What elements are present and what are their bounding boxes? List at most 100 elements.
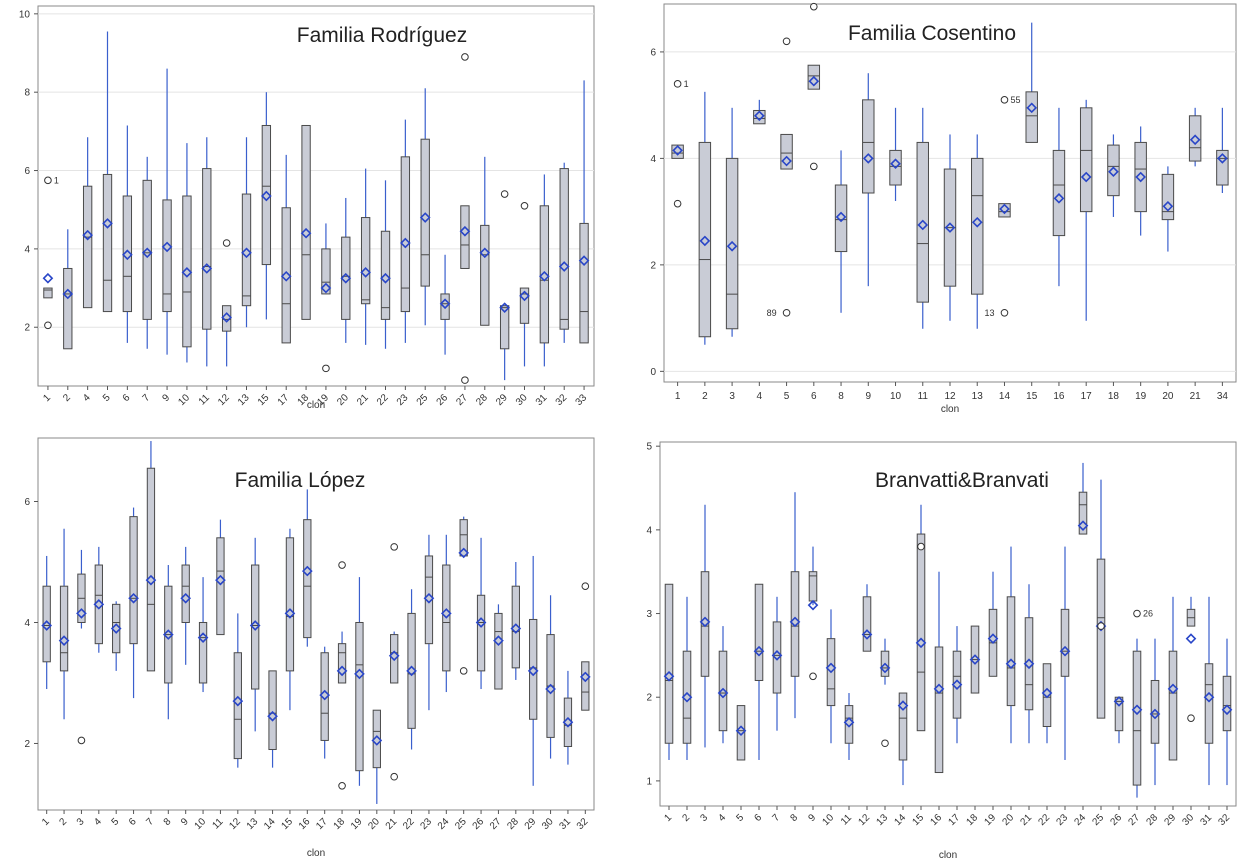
- mean-marker: [380, 272, 391, 284]
- box-10: [181, 143, 193, 363]
- mean-marker: [917, 219, 929, 231]
- x-tick-label: 30: [540, 816, 556, 832]
- x-tick-label: 11: [197, 392, 212, 407]
- box-19: [320, 223, 332, 295]
- outlier-point: [390, 543, 398, 551]
- mean-marker: [1221, 704, 1233, 716]
- x-tick-label: 5: [101, 392, 113, 404]
- mean-marker: [354, 668, 365, 680]
- mean-marker: [1026, 102, 1038, 114]
- iqr-box: [499, 305, 510, 350]
- box-10: [825, 609, 837, 744]
- box-12: [943, 134, 957, 321]
- box-13: [971, 134, 984, 329]
- mean-marker: [82, 229, 93, 241]
- iqr-box: [59, 585, 69, 672]
- box-26: [439, 254, 451, 355]
- iqr-box: [1161, 173, 1175, 221]
- iqr-box: [1168, 650, 1178, 761]
- mean-marker: [280, 270, 292, 282]
- box-20: [1005, 546, 1017, 744]
- mean-marker: [808, 75, 820, 87]
- x-tick-label: 12: [227, 816, 243, 832]
- box-6: [122, 125, 133, 343]
- y-tick-label: 2: [646, 693, 652, 704]
- box-26: [475, 537, 487, 690]
- box-26: [1113, 696, 1125, 744]
- chart-title: Familia Rodríguez: [297, 24, 467, 47]
- y-tick-label: 8: [24, 88, 30, 99]
- iqr-box: [198, 621, 208, 684]
- iqr-box: [1006, 596, 1016, 707]
- iqr-box: [407, 612, 416, 729]
- box-27: [1131, 638, 1143, 798]
- box-7: [145, 441, 157, 672]
- mean-marker: [843, 716, 855, 728]
- x-axis-label: clon: [307, 400, 325, 411]
- mean-marker: [145, 574, 157, 586]
- x-tick-label: 20: [1162, 391, 1174, 402]
- x-tick-label: 19: [1135, 391, 1147, 402]
- box-3: [699, 504, 711, 748]
- outlier-point: [581, 582, 590, 590]
- box-2: [698, 91, 712, 345]
- mean-marker: [419, 212, 431, 223]
- outlier-point: [1000, 308, 1009, 317]
- mean-marker: [261, 190, 272, 202]
- iqr-box: [380, 230, 391, 320]
- x-tick-label: 16: [928, 812, 944, 828]
- iqr-box: [63, 267, 73, 350]
- mean-marker: [499, 302, 510, 313]
- box-9: [862, 73, 875, 287]
- mean-marker: [1162, 200, 1174, 212]
- outlier-point: [1000, 96, 1009, 104]
- x-tick-label: 1: [675, 391, 681, 402]
- x-tick-label: 10: [890, 391, 902, 402]
- x-tick-label: 25: [1090, 812, 1106, 828]
- mean-marker: [861, 629, 873, 640]
- box-5: [102, 31, 113, 313]
- box-6: [128, 507, 139, 699]
- iqr-box: [698, 141, 712, 338]
- iqr-box: [146, 467, 156, 672]
- box-2: [58, 528, 70, 720]
- mean-marker: [284, 608, 296, 619]
- box-8: [162, 565, 174, 720]
- box-30: [1185, 596, 1197, 644]
- x-axis-label: clon: [307, 848, 325, 859]
- x-tick-label: 26: [1108, 812, 1124, 828]
- iqr-box: [360, 217, 371, 305]
- box-22: [380, 180, 391, 349]
- box-34: [1216, 107, 1229, 193]
- box-18: [336, 631, 348, 684]
- mean-marker: [951, 679, 963, 690]
- box-20: [1161, 166, 1175, 252]
- x-tick-label: 6: [127, 816, 139, 828]
- x-tick-label: 15: [256, 392, 272, 408]
- mean-marker: [122, 249, 133, 261]
- x-axis-label: clon: [939, 850, 957, 861]
- mean-marker: [440, 608, 452, 619]
- mean-marker: [371, 735, 383, 746]
- mean-marker: [527, 665, 539, 677]
- x-tick-label: 21: [1018, 812, 1034, 828]
- box-7: [771, 596, 783, 731]
- mean-marker: [406, 665, 417, 677]
- x-tick-label: 27: [488, 816, 504, 832]
- outlier-label: 1: [54, 175, 59, 185]
- x-tick-label: 21: [355, 392, 371, 408]
- box-13: [241, 137, 252, 328]
- x-tick-label: 5: [734, 812, 746, 824]
- mean-marker: [789, 616, 801, 628]
- mean-marker: [971, 216, 983, 228]
- x-tick-label: 14: [892, 812, 908, 828]
- iqr-box: [700, 571, 710, 677]
- box-11: [843, 693, 855, 760]
- mean-marker: [388, 650, 400, 662]
- plot-frame: [37, 5, 595, 387]
- x-tick-label: 1: [41, 392, 53, 404]
- box-16: [933, 571, 945, 774]
- mean-marker: [475, 617, 487, 628]
- iqr-box: [440, 293, 450, 320]
- box-32: [579, 661, 591, 711]
